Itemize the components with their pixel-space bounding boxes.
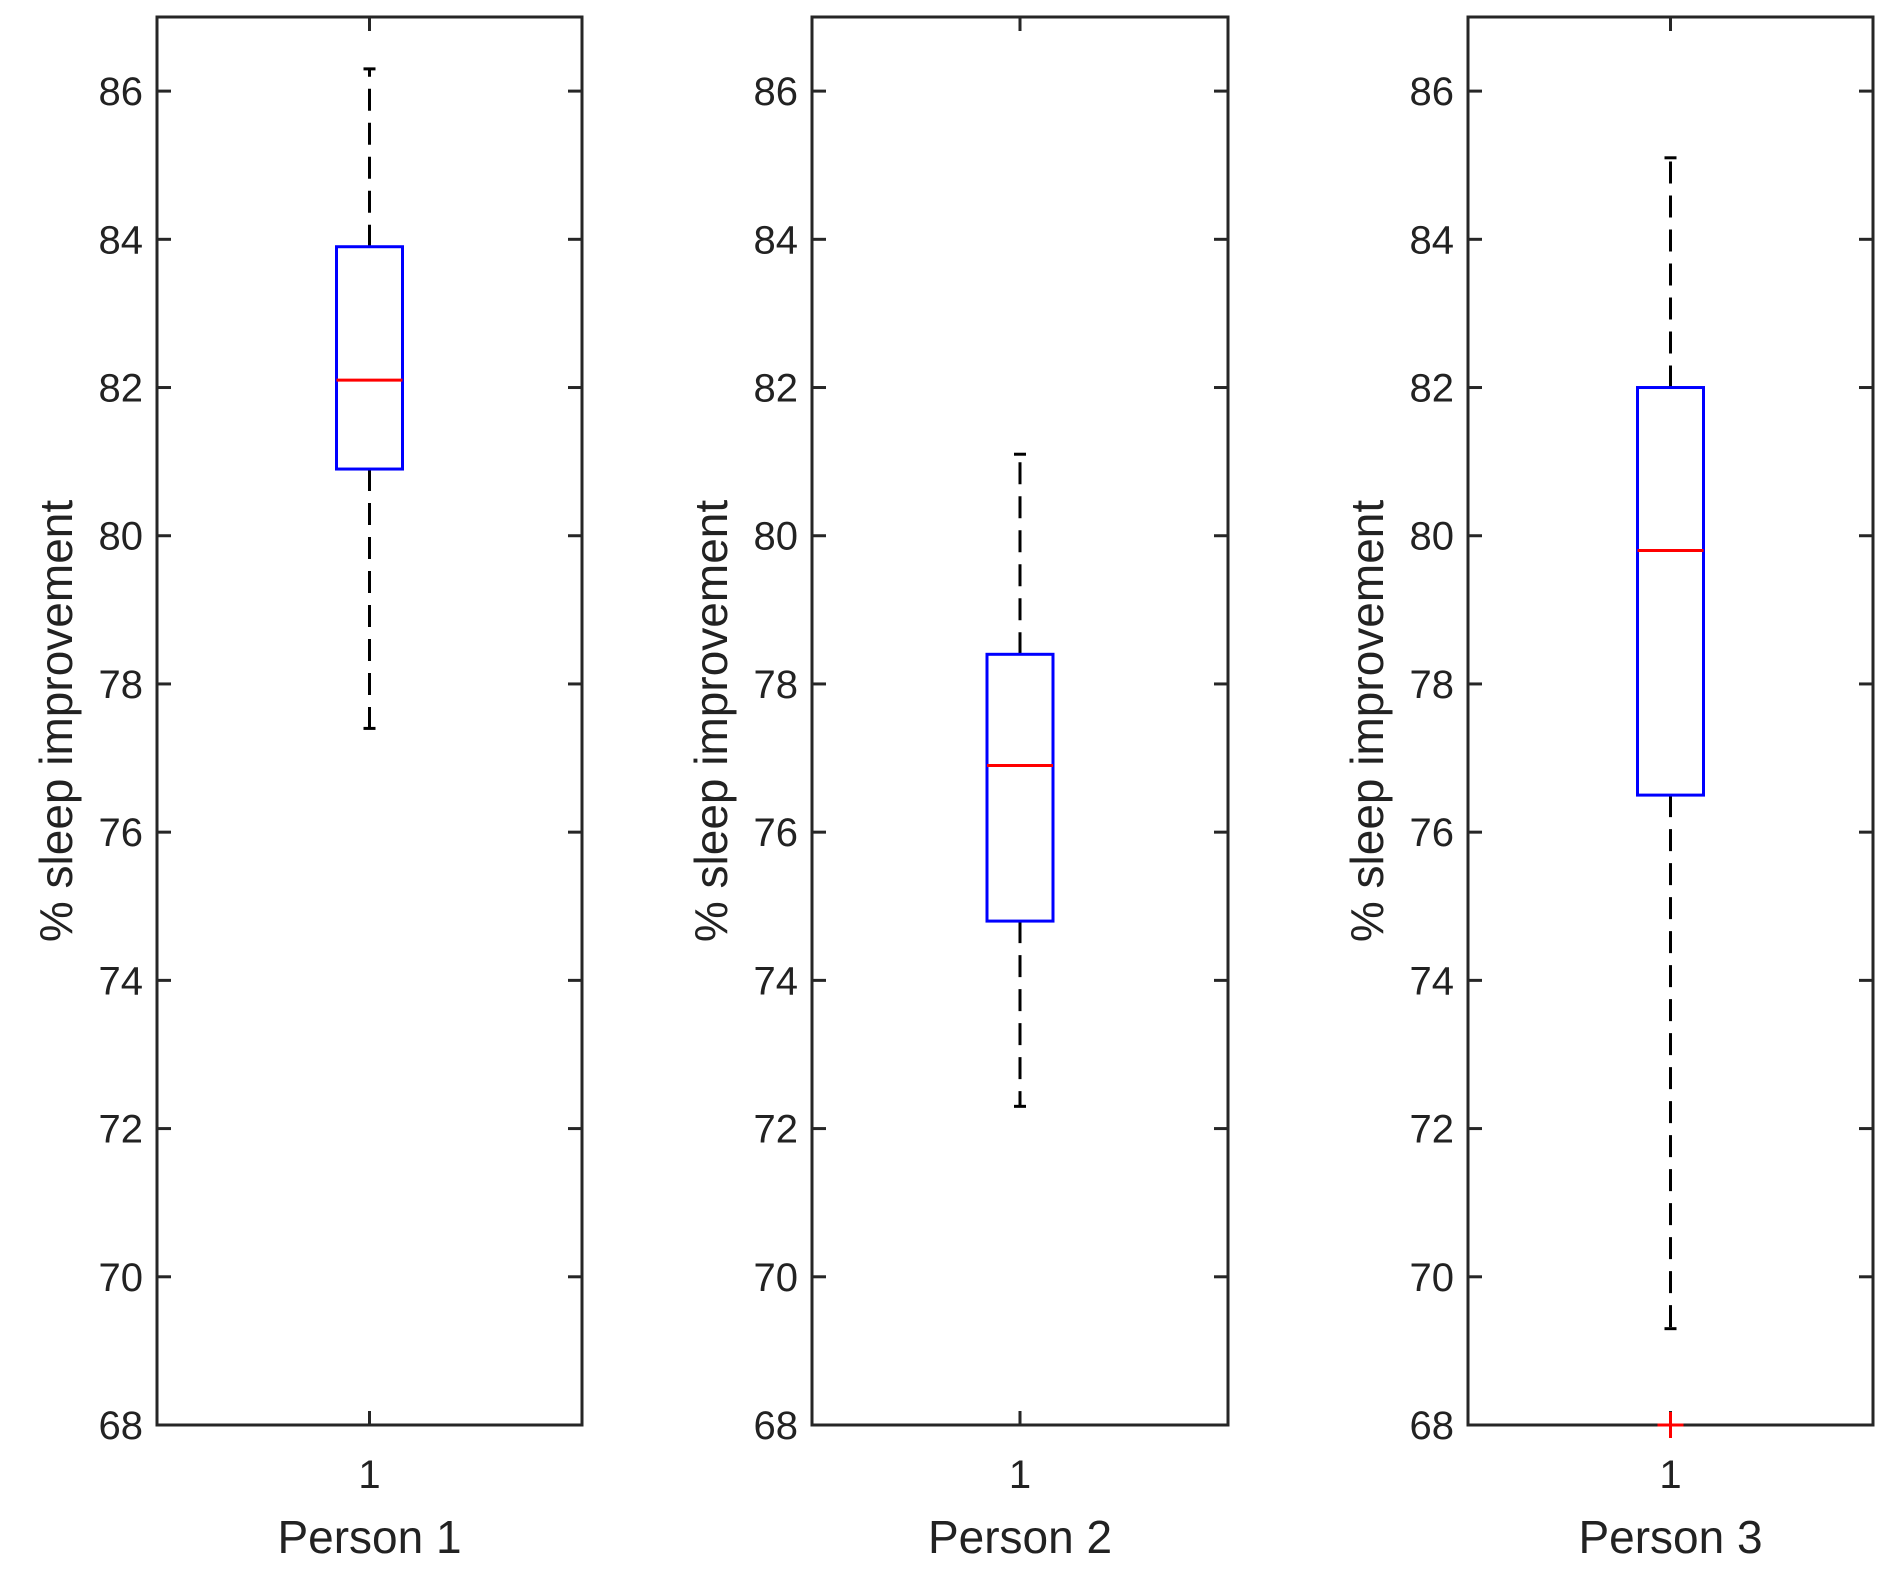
y-tick-label: 86	[99, 70, 144, 114]
y-tick-label: 68	[1410, 1404, 1455, 1448]
y-tick-label: 76	[754, 811, 799, 855]
y-tick-label: 78	[99, 663, 144, 707]
iqr-box	[335, 245, 404, 471]
y-tick-label: 70	[1410, 1256, 1455, 1300]
y-tick-label: 68	[99, 1404, 144, 1448]
y-axis-label: % sleep improvement	[30, 500, 82, 943]
y-tick-label: 80	[1410, 515, 1455, 559]
y-tick-label: 84	[754, 218, 799, 262]
y-tick-label: 82	[754, 367, 799, 411]
iqr-box	[1636, 386, 1705, 797]
x-axis-label: Person 3	[1578, 1511, 1762, 1563]
y-tick-label: 72	[754, 1108, 799, 1152]
y-tick-label: 82	[1410, 367, 1455, 411]
y-tick-label: 82	[99, 367, 144, 411]
x-tick-label: 1	[1659, 1453, 1681, 1497]
y-tick-label: 72	[1410, 1108, 1455, 1152]
y-tick-label: 70	[754, 1256, 799, 1300]
outlier-marker	[1657, 1412, 1684, 1438]
y-tick-label: 70	[99, 1256, 144, 1300]
axes-frame	[810, 15, 1230, 1427]
iqr-box	[985, 652, 1055, 923]
y-tick-label: 76	[1410, 811, 1455, 855]
y-axis-label: % sleep improvement	[1341, 500, 1393, 943]
y-tick-label: 72	[99, 1108, 144, 1152]
y-tick-label: 86	[754, 70, 799, 114]
x-axis-label: Person 2	[928, 1511, 1112, 1563]
x-tick-label: 1	[358, 1453, 380, 1497]
x-axis-label: Person 1	[277, 1511, 461, 1563]
y-tick-label: 78	[754, 663, 799, 707]
panel-1: 68 70 72 74 76 78 80 82 84 86 1 Person 1 % sleep imp…	[30, 15, 584, 1563]
x-tick-label: 1	[1009, 1453, 1031, 1497]
y-tick-label: 80	[99, 515, 144, 559]
y-tick-label: 74	[754, 959, 799, 1003]
panel-3: 68 70 72 74 76 78 80 82 84 86 1 Person 3 % sleep imp…	[1341, 15, 1875, 1563]
y-tick-label: 68	[754, 1404, 799, 1448]
y-tick-label: 80	[754, 515, 799, 559]
panels-group: 68 70 72 74 76 78 80 82 84 86 1 Person 1 % sleep imp…	[30, 15, 1875, 1563]
panel-2: 68 70 72 74 76 78 80 82 84 86 1 Person 2 % sleep imp…	[685, 15, 1230, 1563]
y-axis-label: % sleep improvement	[685, 500, 737, 943]
y-tick-label: 86	[1410, 70, 1455, 114]
y-tick-label: 74	[1410, 959, 1455, 1003]
y-tick-label: 74	[99, 959, 144, 1003]
y-tick-label: 84	[99, 218, 144, 262]
y-tick-label: 84	[1410, 218, 1455, 262]
y-tick-label: 78	[1410, 663, 1455, 707]
y-tick-label: 76	[99, 811, 144, 855]
